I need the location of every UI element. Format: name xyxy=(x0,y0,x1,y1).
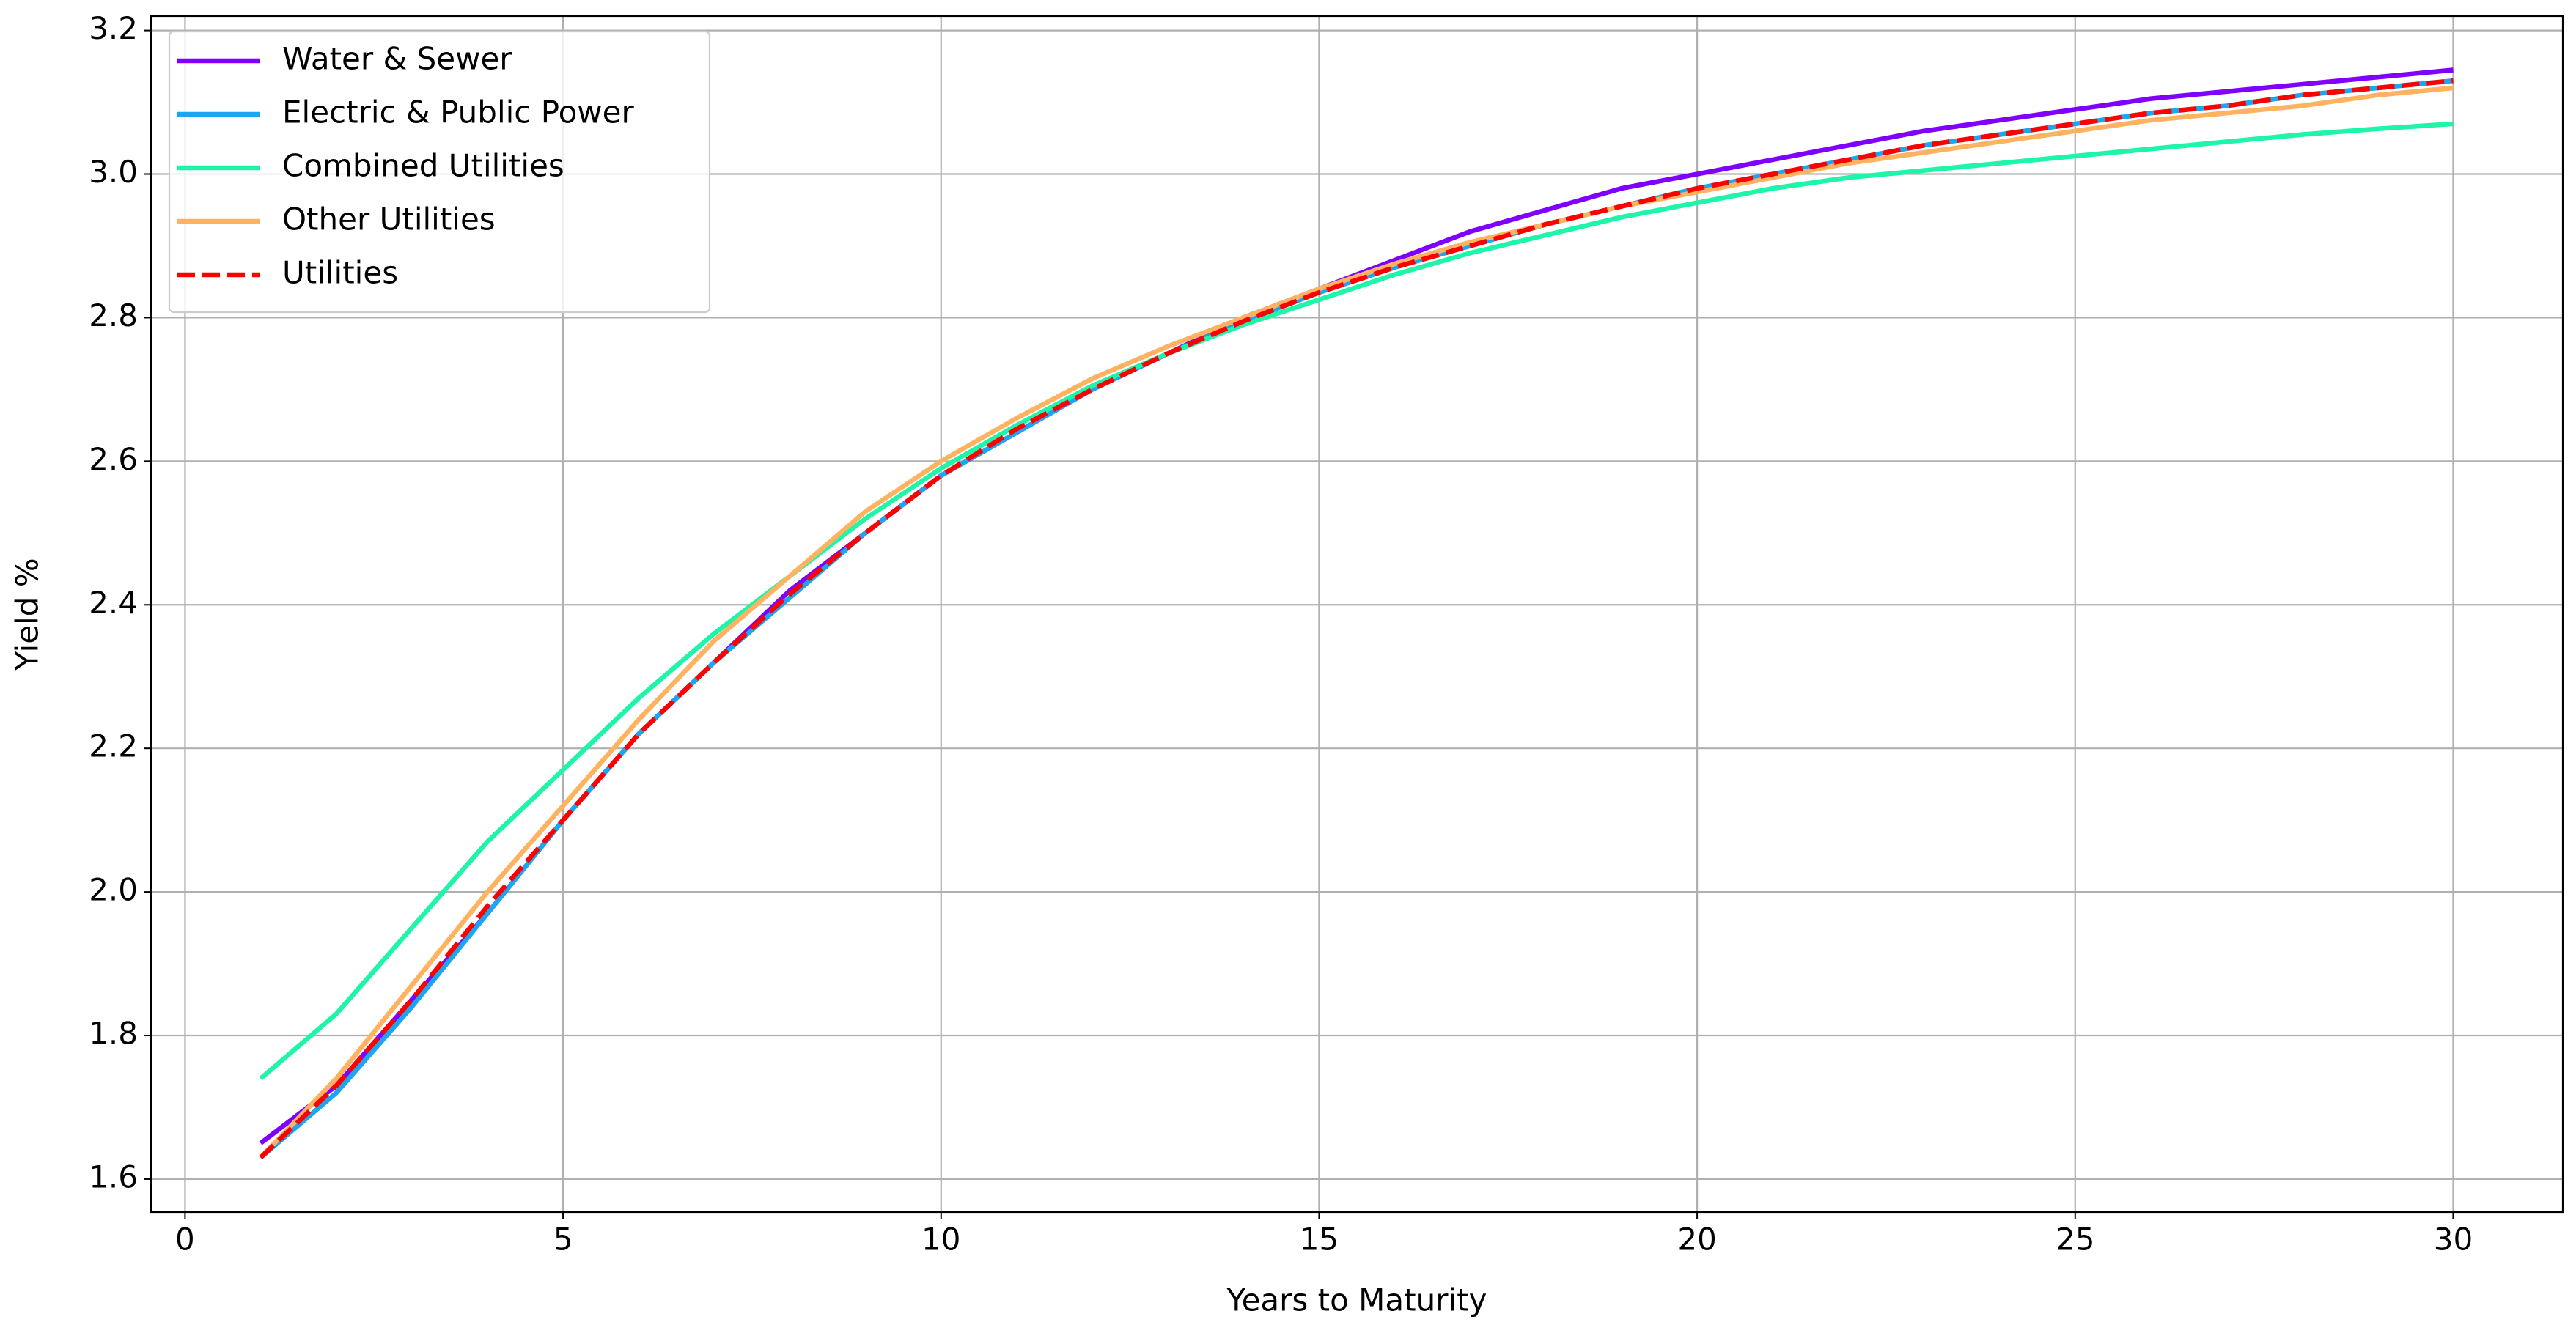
y-tick-label: 3.2 xyxy=(89,10,138,46)
y-tick-label: 2.4 xyxy=(89,585,138,621)
plot-frame xyxy=(150,15,2564,1214)
series-line xyxy=(259,85,2454,1159)
legend-label: Utilities xyxy=(282,255,398,291)
x-axis-label: Years to Maturity xyxy=(1226,1282,1487,1318)
x-tick-label: 20 xyxy=(1677,1222,1716,1258)
x-tick-label: 10 xyxy=(921,1222,960,1258)
y-tick-label: 1.8 xyxy=(89,1016,138,1052)
y-tick-label: 3.0 xyxy=(89,154,138,190)
x-tick-label: 15 xyxy=(1300,1222,1339,1258)
x-tick-label: 5 xyxy=(553,1222,573,1258)
legend-label: Other Utilities xyxy=(282,202,496,237)
y-tick-label: 2.0 xyxy=(89,872,138,908)
y-tick-label: 1.6 xyxy=(89,1159,138,1194)
x-tick-label: 0 xyxy=(175,1222,195,1258)
legend-box xyxy=(168,30,711,314)
x-tick-label: 30 xyxy=(2434,1222,2473,1258)
legend-label: Water & Sewer xyxy=(282,41,512,77)
legend-label: Combined Utilities xyxy=(282,148,564,184)
legend-label: Electric & Public Power xyxy=(282,95,634,130)
y-axis-label: Yield % xyxy=(10,558,45,671)
y-tick-label: 2.6 xyxy=(89,441,138,477)
series-line xyxy=(259,78,2454,1159)
x-tick-label: 25 xyxy=(2056,1222,2094,1258)
y-tick-label: 2.2 xyxy=(89,728,138,764)
series-line xyxy=(259,121,2454,1081)
y-tick-label: 2.8 xyxy=(89,298,138,333)
